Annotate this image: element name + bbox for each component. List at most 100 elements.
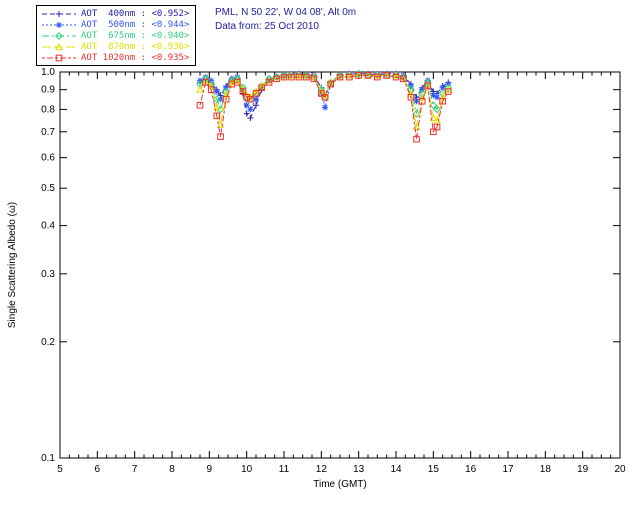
triangle-marker [265,76,273,84]
square-marker [433,123,441,131]
legend-entry-aot-1020nm: AOT 1020nm : <0.935> [41,52,189,63]
plus-marker [56,10,62,17]
x-tick-label: 11 [279,464,290,475]
square-marker [196,101,204,109]
diamond-marker [55,31,63,40]
asterisk-marker [295,70,302,77]
y-tick-label: 0.6 [41,153,55,164]
diamond-marker [216,105,225,114]
legend-label: AOT 1020nm : <0.935> [81,52,190,63]
x-tick-label: 13 [353,464,365,475]
legend-sample-line [42,31,76,40]
x-axis-label: Time (GMT) [313,479,367,490]
y-tick-label: 0.4 [41,221,55,232]
square-marker [213,112,221,120]
plus-marker [253,102,259,109]
square-marker [258,84,265,92]
square-marker [318,90,325,97]
square-marker [222,95,230,103]
square-marker [444,88,452,95]
x-tick-label: 5 [57,464,63,475]
triangle-marker [438,92,447,101]
x-tick-label: 14 [390,464,402,475]
square-marker [265,79,273,86]
square-marker [234,79,241,86]
y-tick-label: 1.0 [41,67,55,78]
square-marker [392,73,400,81]
asterisk-marker [393,70,399,77]
triangle-marker [242,91,251,99]
series-line [199,73,449,114]
square-marker [327,80,334,88]
legend-sample-line [42,54,76,61]
triangle-marker [252,87,260,95]
legend-box: AOT 400nm : <0.952> AOT 500nm : <0.944> AO… [36,5,197,66]
diamond-marker [412,109,421,118]
square-marker [400,75,407,83]
triangle-marker [227,78,236,86]
asterisk-marker [288,70,295,77]
asterisk-marker [213,88,220,95]
triangle-marker [233,76,242,84]
y-tick-label: 0.3 [41,269,55,280]
plot-title-line1: PML, N 50 22', W 04 08', Alt 0m [215,7,357,18]
legend-label: AOT 675nm : <0.940> [81,30,190,41]
square-marker [364,72,372,79]
square-marker [321,93,329,101]
asterisk-marker [346,70,353,77]
triangle-marker [345,71,354,79]
x-tick-label: 19 [577,464,589,475]
triangle-marker [295,71,303,79]
square-marker [288,73,295,81]
square-marker [355,72,362,79]
asterisk-marker [247,106,254,113]
x-tick-label: 6 [95,464,101,475]
triangle-marker [196,85,204,93]
axes: 5 6 7 8 9 10 11 12 13 14 15 16 17 18 19 20 1.0 0.9 0.8 0.7 0… [41,67,626,475]
triangle-marker [373,71,382,79]
square-marker [243,93,250,101]
legend-entry-aot-675nm: AOT 675nm : <0.940> [41,30,189,41]
x-tick-label: 10 [241,464,253,475]
y-tick-label: 0.8 [41,104,55,115]
y-tick-label: 0.9 [41,85,55,96]
y-tick-label: 0.5 [41,183,55,194]
square-marker [430,128,437,136]
plus-marker [243,110,250,117]
asterisk-marker [374,70,381,77]
square-marker [310,75,318,83]
square-marker [239,88,247,95]
square-marker [55,54,63,61]
asterisk-marker [434,94,441,101]
square-marker [252,90,260,97]
asterisk-marker [243,102,250,109]
asterisk-marker [239,86,246,93]
triangle-marker [257,81,266,90]
asterisk-marker [56,21,62,28]
square-marker [439,97,446,105]
y-tick-label: 0.7 [41,127,55,138]
diamond-marker [423,78,432,87]
legend-sample-line [42,10,76,17]
asterisk-marker [253,96,259,103]
asterisk-marker [383,70,390,77]
x-tick-label: 15 [428,464,440,475]
square-marker [424,82,432,90]
legend-label: AOT 870nm : <0.936> [81,41,190,52]
plot-frame [59,71,621,459]
square-marker [374,73,381,81]
legend-sample-line [42,21,76,28]
x-tick-label: 9 [207,464,213,475]
x-tick-label: 18 [540,464,552,475]
legend-entry-aot-500nm: AOT 500nm : <0.944> [41,19,189,30]
plot-title-line2: Data from: 25 Oct 2010 [215,21,319,32]
x-tick-label: 17 [502,464,514,475]
series-aot-1020nm [196,72,452,143]
asterisk-marker [413,98,420,105]
diamond-marker [444,83,453,92]
square-marker [407,93,415,101]
diamond-marker [433,105,441,114]
legend-sample-line [42,42,76,50]
asterisk-marker [365,70,371,77]
